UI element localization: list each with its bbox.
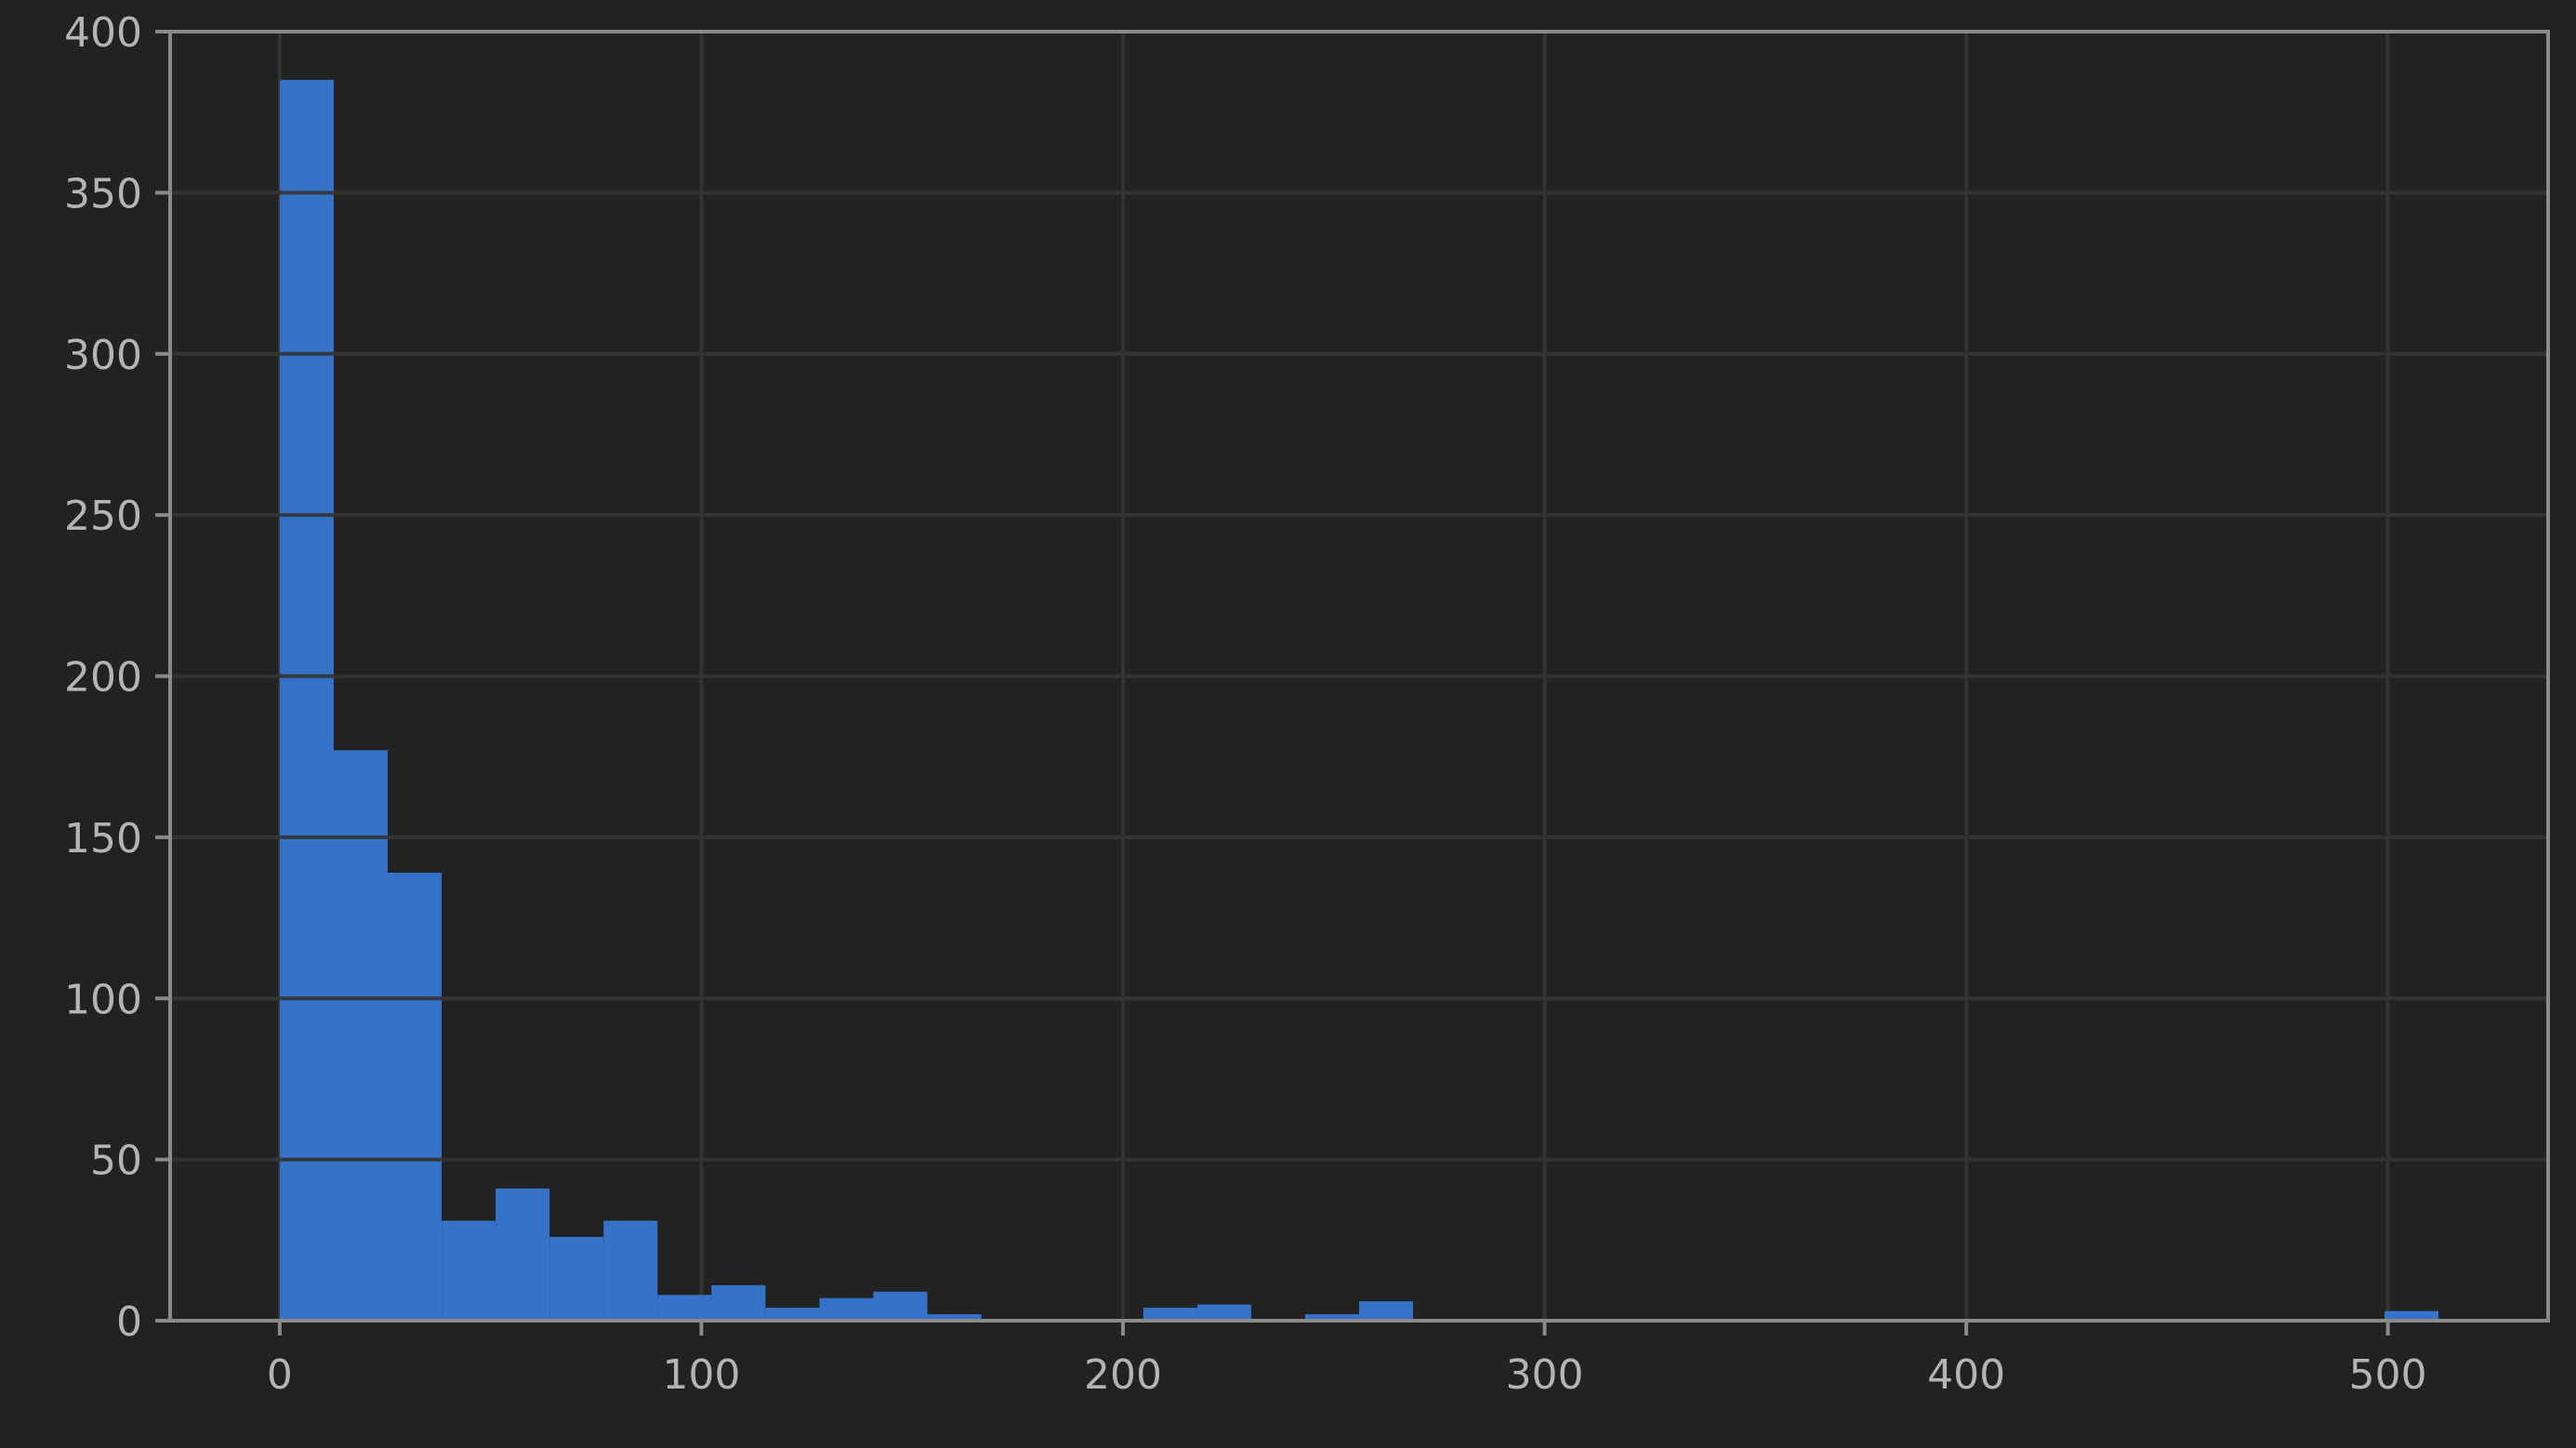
histogram-bar-1 xyxy=(279,80,334,1322)
y-tick-labels: 0 50 100 150 200 250 300 350 400 xyxy=(64,9,142,1346)
histogram-bar-18 xyxy=(1196,1304,1251,1321)
histogram-bar-22 xyxy=(2384,1310,2439,1321)
histogram-bar-13 xyxy=(927,1314,982,1321)
histogram-bar-2 xyxy=(333,750,389,1321)
x-tick-label-100: 100 xyxy=(662,1351,740,1399)
axis-ticks xyxy=(155,30,2390,1336)
histogram-bar-5 xyxy=(495,1188,550,1321)
histogram-bar-10 xyxy=(765,1308,820,1321)
histogram-bars xyxy=(279,80,2439,1322)
y-tick-label-150: 150 xyxy=(64,815,142,862)
y-tick-label-200: 200 xyxy=(64,654,142,702)
histogram-bar-20 xyxy=(1304,1314,1359,1321)
y-tick-label-250: 250 xyxy=(64,493,142,540)
x-tick-labels: 0 100 200 300 400 500 xyxy=(267,1351,2427,1399)
histogram-bar-3 xyxy=(388,873,443,1321)
y-tick-label-400: 400 xyxy=(64,9,142,57)
histogram-bar-6 xyxy=(549,1236,604,1321)
y-tick-label-300: 300 xyxy=(64,332,142,379)
histogram-bar-7 xyxy=(603,1220,658,1321)
x-tick-label-300: 300 xyxy=(1506,1351,1584,1399)
histogram-bar-21 xyxy=(1359,1301,1414,1321)
histogram-bar-9 xyxy=(711,1284,766,1321)
y-tick-label-100: 100 xyxy=(64,976,142,1023)
x-tick-label-400: 400 xyxy=(1927,1351,2005,1399)
x-tick-label-200: 200 xyxy=(1084,1351,1162,1399)
y-tick-label-0: 0 xyxy=(116,1298,142,1346)
histogram-bar-11 xyxy=(819,1297,874,1321)
grid-overlay xyxy=(170,30,2548,1162)
histogram-bar-8 xyxy=(657,1295,712,1321)
histogram-bar-4 xyxy=(442,1220,496,1321)
x-tick-label-0: 0 xyxy=(267,1351,293,1399)
y-tick-label-50: 50 xyxy=(90,1138,142,1185)
y-tick-label-350: 350 xyxy=(64,170,142,217)
histogram-bar-12 xyxy=(873,1291,928,1321)
x-tick-label-500: 500 xyxy=(2349,1351,2427,1399)
histogram-bar-17 xyxy=(1143,1308,1197,1321)
